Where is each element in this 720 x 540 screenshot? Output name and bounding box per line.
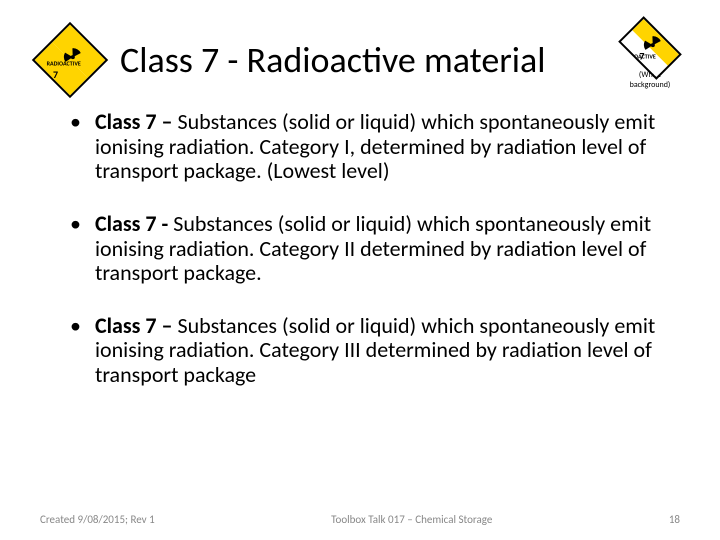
bullet-text: Class 7 – Substances (solid or liquid) w… (95, 110, 680, 184)
footer: Created 9/08/2015; Rev 1 Toolbox Talk 01… (0, 513, 720, 526)
placard-number: 7 (53, 68, 58, 81)
bullet-marker: • (70, 314, 81, 388)
header: RADIOACTIVE 7 Class 7 - Radioactive mate… (40, 30, 680, 90)
slide: RADIOACTIVE 7 Class 7 - Radioactive mate… (0, 0, 720, 540)
bullet-item: • Class 7 - Substances (solid or liquid)… (70, 212, 680, 286)
slide-title: Class 7 - Radioactive material (120, 38, 600, 82)
footer-right: 18 (669, 513, 680, 526)
footer-center: Toolbox Talk 017 – Chemical Storage (155, 513, 669, 526)
bullet-text: Class 7 - Substances (solid or liquid) w… (95, 212, 680, 286)
placard-label: RADIOACTIVE (47, 60, 81, 68)
hazard-placard-left: RADIOACTIVE 7 (40, 30, 100, 90)
bullet-list: • Class 7 – Substances (solid or liquid)… (70, 110, 680, 388)
placard-number: 7 (639, 50, 644, 63)
hazard-placard-right: RADIOACTIVE 7 (White background) (620, 30, 680, 90)
bullet-marker: • (70, 212, 81, 286)
watermark (160, 460, 280, 540)
bullet-item: • Class 7 – Substances (solid or liquid)… (70, 110, 680, 184)
bullet-marker: • (70, 110, 81, 184)
bullet-text: Class 7 – Substances (solid or liquid) w… (95, 314, 680, 388)
bullet-item: • Class 7 – Substances (solid or liquid)… (70, 314, 680, 388)
footer-left: Created 9/08/2015; Rev 1 (40, 513, 155, 526)
